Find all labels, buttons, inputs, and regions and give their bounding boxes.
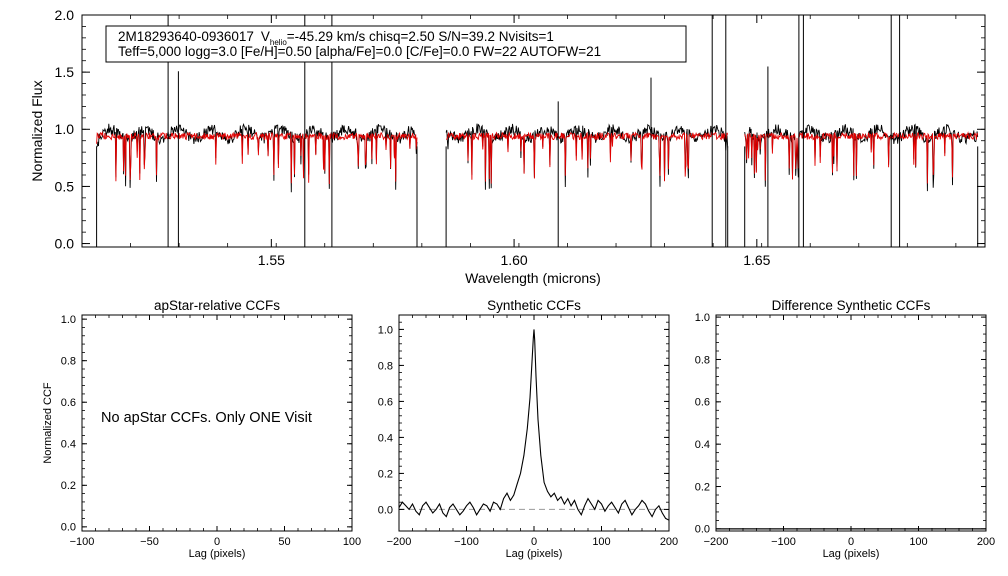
- y-tick-label: 1.0: [378, 324, 393, 336]
- synthetic-title: Synthetic CCFs: [487, 298, 581, 313]
- model-spectrum-line: [96, 131, 418, 185]
- y-tick-label: 0.4: [695, 439, 710, 451]
- apstar-ccf-panel: −100 −50 0 50 100 0.0 0.2 0.4 0.6 0.8 1.0 apStar-r…: [42, 298, 361, 560]
- x-tick-label: 1.65: [743, 252, 770, 268]
- info-line-1: 2M18293640-0936017 Vhelio=-45.29 km/s chi…: [118, 29, 554, 47]
- y-tick-label: 0.6: [61, 397, 76, 409]
- y-tick-label: 0.2: [695, 481, 710, 493]
- x-tick-label: 0: [531, 536, 537, 548]
- vhelio-symbol: V: [261, 29, 270, 44]
- y-tick-label: 0.0: [55, 235, 75, 251]
- apstar-axes: −100 −50 0 50 100 0.0 0.2 0.4 0.6 0.8 1.0: [61, 314, 361, 548]
- observed-spectrum-line: [744, 123, 979, 192]
- vhelio-subscript: helio: [270, 38, 287, 47]
- spectrum-xlabel: Wavelength (microns): [465, 270, 601, 286]
- y-tick-label: 0.0: [695, 524, 710, 536]
- ccf-line: [398, 329, 670, 521]
- y-tick-label: 2.0: [55, 7, 75, 23]
- x-tick-label: −100: [454, 536, 479, 548]
- model-spectrum-line: [445, 131, 729, 184]
- apstar-title: apStar-relative CCFs: [154, 298, 280, 313]
- y-tick-label: 0.0: [378, 504, 393, 516]
- y-tick-label: 0.8: [61, 356, 76, 368]
- y-tick-label: 0.4: [61, 439, 76, 451]
- x-tick-label: 200: [660, 536, 678, 548]
- synthetic-axes: −200 −100 0 100 200 0.0 0.2 0.4 0.6 0.8 1.0: [378, 314, 678, 548]
- y-tick-label: 1.0: [695, 312, 710, 324]
- x-tick-label: 100: [592, 536, 610, 548]
- spectrum-plot-frame: [81, 14, 986, 248]
- apstar-message: No apStar CCFs. Only ONE Visit: [101, 410, 312, 426]
- synthetic-lines: [398, 329, 670, 521]
- difference-xlabel: Lag (pixels): [823, 548, 880, 560]
- y-tick-label: 0.6: [695, 397, 710, 409]
- spectrum-panel: 1.55 1.60 1.65 0.0 0.5 1.0 1.5 2.0 Wavelength (…: [29, 7, 986, 286]
- synthetic-xlabel: Lag (pixels): [506, 548, 563, 560]
- star-id: 2M18293640-0936017: [118, 29, 254, 44]
- y-tick-label: 1.0: [55, 121, 75, 137]
- x-tick-label: 200: [977, 536, 995, 548]
- info-box-frame: [105, 25, 687, 63]
- x-tick-label: 100: [343, 536, 361, 548]
- y-tick-label: 0.5: [55, 178, 75, 194]
- x-tick-label: 1.60: [500, 252, 527, 268]
- difference-ccf-panel: −200 −100 0 100 200 0.0 0.2 0.4 0.6 0.8 1.0 Differ…: [695, 298, 995, 560]
- spectrum-axes: 1.55 1.60 1.65 0.0 0.5 1.0 1.5 2.0: [55, 7, 985, 268]
- synthetic-plot-frame: [398, 314, 670, 532]
- spectrum-lines: [96, 15, 979, 247]
- model-spectrum-line: [744, 131, 979, 184]
- y-tick-label: 0.6: [378, 396, 393, 408]
- apstar-ylabel: Normalized CCF: [42, 382, 54, 464]
- y-tick-label: 0.8: [378, 360, 393, 372]
- x-tick-label: 0: [214, 536, 220, 548]
- info-box: 2M18293640-0936017 Vhelio=-45.29 km/s chi…: [105, 25, 687, 63]
- x-tick-label: −50: [140, 536, 159, 548]
- difference-axes: −200 −100 0 100 200 0.0 0.2 0.4 0.6 0.8 1.0: [695, 312, 995, 548]
- x-tick-label: −100: [70, 536, 95, 548]
- x-tick-label: 100: [909, 536, 927, 548]
- spectrum-ylabel: Normalized Flux: [29, 80, 45, 181]
- y-tick-label: 1.5: [55, 64, 75, 80]
- info-line-2: Teff=5,000 logg=3.0 [Fe/H]=0.50 [alpha/F…: [118, 44, 601, 59]
- x-tick-label: −200: [704, 536, 729, 548]
- y-tick-label: 0.0: [61, 522, 76, 534]
- difference-plot-frame: [715, 314, 987, 532]
- difference-title: Difference Synthetic CCFs: [772, 298, 931, 313]
- x-tick-label: 1.55: [258, 252, 285, 268]
- x-tick-label: −100: [771, 536, 796, 548]
- y-tick-label: 0.2: [61, 480, 76, 492]
- x-tick-label: 0: [848, 536, 854, 548]
- y-tick-label: 1.0: [61, 314, 76, 326]
- y-tick-label: 0.2: [378, 468, 393, 480]
- info-line-1-values: =-45.29 km/s chisq=2.50 S/N=39.2 Nvisits…: [287, 29, 554, 44]
- apstar-xlabel: Lag (pixels): [189, 548, 246, 560]
- y-tick-label: 0.8: [695, 354, 710, 366]
- x-tick-label: 50: [278, 536, 290, 548]
- x-tick-label: −200: [387, 536, 412, 548]
- y-tick-label: 0.4: [378, 432, 393, 444]
- synthetic-ccf-panel: −200 −100 0 100 200 0.0 0.2 0.4 0.6 0.8 1.0 Synthe…: [378, 298, 678, 560]
